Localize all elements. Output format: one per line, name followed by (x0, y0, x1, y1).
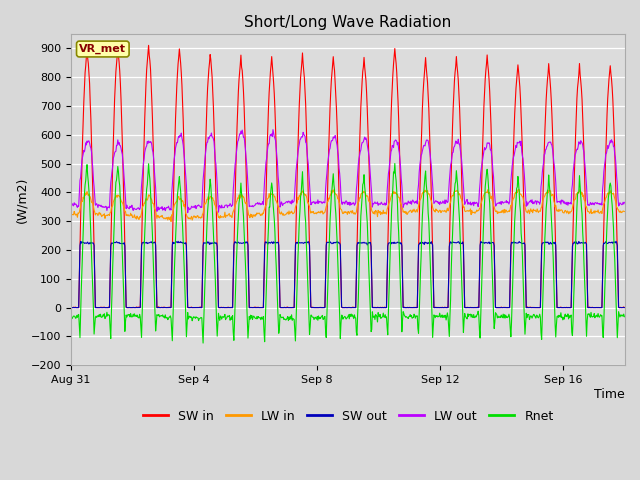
SW out (67, 305, 75, 311)
Line: LW in: LW in (71, 190, 625, 221)
LW in (515, 187, 522, 192)
LW out (621, 200, 628, 205)
Rnet (269, 200, 277, 205)
SW in (515, 69, 522, 74)
Rnet (515, 190, 523, 196)
LW in (167, 218, 175, 224)
LW out (515, 140, 523, 145)
SW out (299, 240, 307, 246)
LW out (270, 130, 278, 136)
Legend: SW in, LW in, SW out, LW out, Rnet: SW in, LW in, SW out, LW out, Rnet (138, 405, 559, 428)
SW out (198, 305, 205, 311)
Line: Rnet: Rnet (71, 164, 625, 343)
Rnet (199, 340, 207, 346)
LW out (87, 145, 95, 151)
Line: SW out: SW out (71, 241, 625, 308)
Text: VR_met: VR_met (79, 44, 126, 54)
LW out (382, 200, 390, 206)
SW in (198, 305, 205, 311)
LW in (299, 188, 307, 194)
LW in (87, 197, 95, 203)
LW out (300, 130, 307, 135)
Rnet (299, 169, 307, 175)
SW in (381, 305, 389, 311)
SW out (269, 240, 277, 246)
X-axis label: Time: Time (595, 388, 625, 401)
LW in (381, 209, 389, 215)
Title: Short/Long Wave Radiation: Short/Long Wave Radiation (244, 15, 452, 30)
Line: LW out: LW out (71, 130, 625, 213)
Rnet (67, 312, 75, 318)
SW out (87, 240, 95, 245)
Line: SW in: SW in (71, 45, 625, 308)
Y-axis label: (W/m2): (W/m2) (15, 176, 28, 223)
LW in (621, 209, 628, 215)
LW in (515, 187, 523, 192)
LW in (67, 210, 75, 216)
SW out (174, 239, 182, 244)
SW in (269, 71, 277, 76)
SW in (67, 305, 75, 311)
LW out (67, 202, 75, 208)
LW out (184, 210, 191, 216)
SW out (515, 240, 522, 246)
SW in (621, 305, 628, 311)
SW out (381, 305, 389, 311)
LW out (198, 204, 205, 210)
LW in (198, 215, 205, 221)
LW in (269, 192, 277, 197)
SW in (299, 50, 307, 56)
Rnet (381, 312, 389, 318)
Rnet (197, 315, 205, 321)
LW out (269, 127, 277, 132)
Rnet (391, 161, 399, 167)
Rnet (87, 233, 95, 239)
SW in (145, 42, 152, 48)
SW out (621, 305, 628, 311)
SW in (87, 116, 95, 122)
Rnet (621, 314, 628, 320)
